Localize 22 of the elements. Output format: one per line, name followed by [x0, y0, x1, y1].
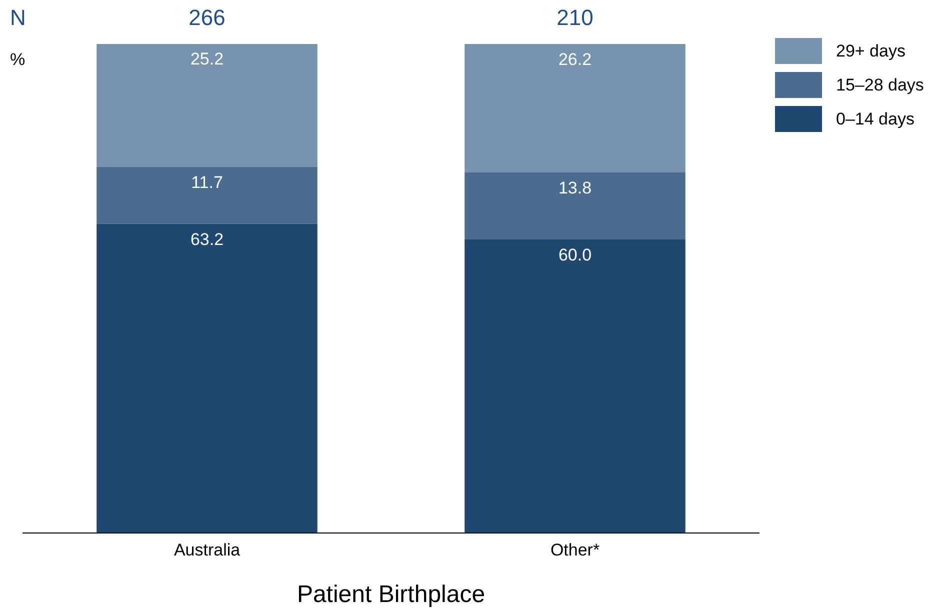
legend-label: 29+ days: [836, 42, 906, 61]
data-label: 26.2: [558, 50, 592, 70]
data-label: 13.8: [558, 178, 592, 198]
text: N: [10, 5, 26, 30]
bar: [464, 44, 686, 172]
data-label: 11.7: [191, 172, 223, 192]
bar: [464, 172, 686, 240]
bar: [96, 44, 318, 167]
x-tick-label: Australia: [174, 540, 241, 560]
data-label: 63.2: [190, 230, 224, 250]
bar: [96, 166, 318, 224]
x-axis-title: Patient Birthplace: [296, 581, 486, 608]
data-label: 60.0: [558, 246, 592, 265]
legend-label: 15–28 days: [836, 76, 924, 95]
data-label: 25.2: [190, 50, 224, 69]
annotation: 210: [556, 5, 594, 30]
bar: [96, 224, 318, 533]
annotation: 266: [188, 5, 226, 30]
legend-label: 0–14 days: [836, 110, 914, 129]
x-tick-label: Other*: [550, 540, 600, 560]
y-axis-title: %: [10, 50, 26, 70]
bar: [464, 240, 686, 533]
